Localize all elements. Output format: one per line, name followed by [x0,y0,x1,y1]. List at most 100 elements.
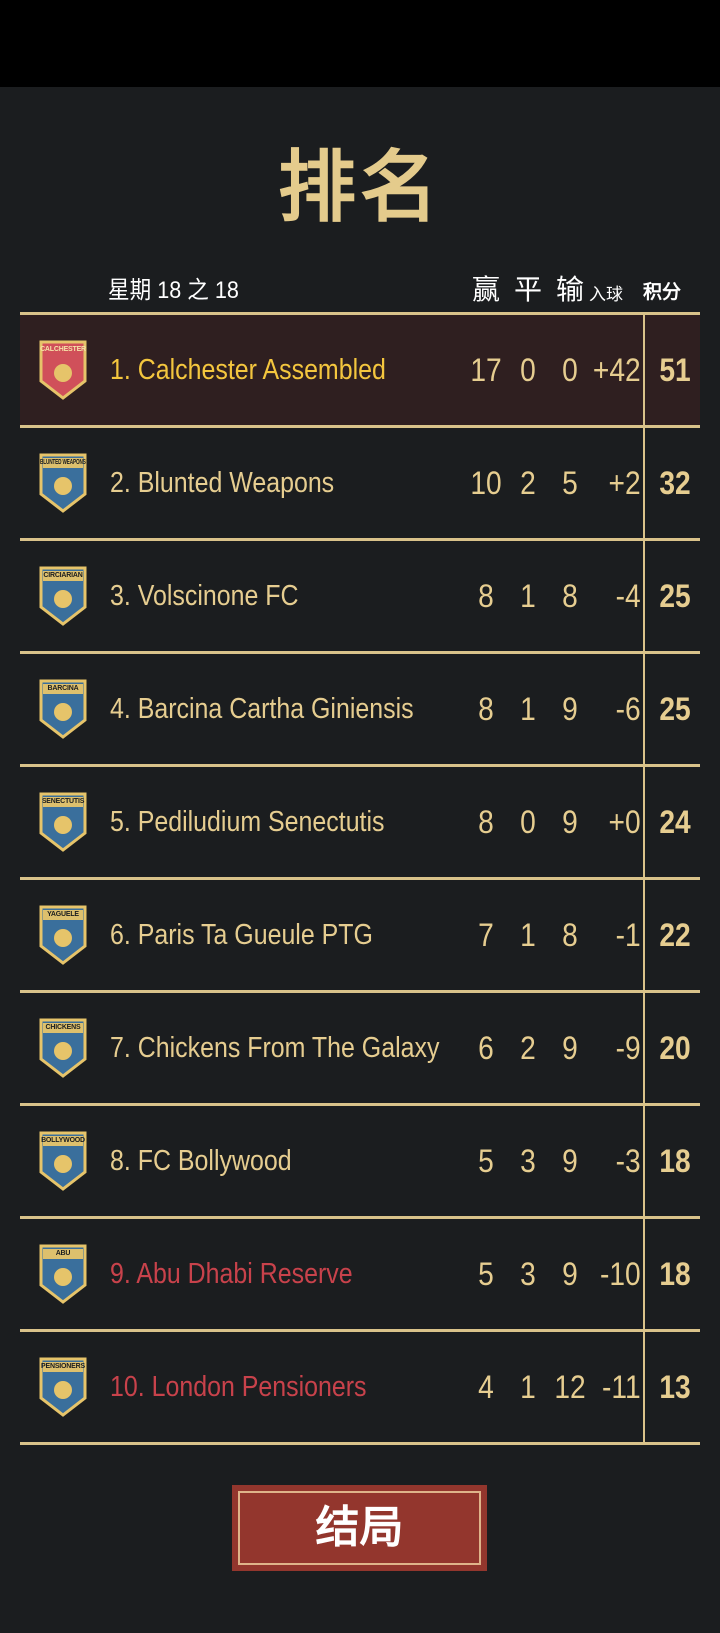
badge-lettering: YAGUELE [47,911,79,918]
badge-lettering: CALCHESTER [40,346,86,353]
badge-lettering: ABU [55,1250,71,1257]
column-divider [643,654,645,764]
won-value: 17 [470,352,502,388]
team-name: 9. Abu Dhabi Reserve [110,1258,353,1290]
drawn-value: 1 [520,578,536,614]
lost-value: 9 [562,691,578,727]
points-value: 18 [659,1143,691,1179]
column-divider [643,767,645,877]
goal-diff-value: -11 [602,1369,641,1405]
table-row[interactable]: CIRCIARIAN 3. Volscinone FC 8 1 8 -4 25 [20,538,700,651]
table-row[interactable]: ABU 9. Abu Dhabi Reserve 5 3 9 -10 18 [20,1216,700,1329]
drawn-value: 3 [520,1256,536,1292]
team-name: 4. Barcina Cartha Giniensis [110,693,414,725]
week-label: 星期 18 之 18 [108,277,239,304]
drawn-value: 0 [520,804,536,840]
team-badge-icon [39,1018,87,1078]
won-value: 6 [478,1030,494,1066]
team-badge-icon [39,905,87,965]
header-points: 积分 [642,282,681,303]
table-row[interactable]: CALCHESTER 1. Calchester Assembled 17 0 … [20,312,700,425]
team-name: 2. Blunted Weapons [110,467,335,499]
won-value: 5 [478,1256,494,1292]
lost-value: 9 [562,1030,578,1066]
points-value: 32 [659,465,691,501]
header-goal-diff: 入球 [589,285,623,304]
column-divider [643,1106,645,1216]
badge-lettering: SENECTUTIS [41,798,85,805]
button-frame [238,1491,481,1565]
column-divider [643,1219,645,1329]
finish-button-label: 结局 [315,1503,404,1552]
drawn-value: 2 [520,1030,536,1066]
team-badge-icon [39,340,87,400]
badge-lettering: BLUNTED WEAPONS [40,459,86,466]
table-row[interactable]: BARCINA 4. Barcina Cartha Giniensis 8 1 … [20,651,700,764]
points-value: 18 [659,1256,691,1292]
lost-value: 8 [562,578,578,614]
points-value: 25 [659,578,691,614]
lost-value: 9 [562,1143,578,1179]
points-value: 22 [659,917,691,953]
drawn-value: 1 [520,691,536,727]
team-name: 10. London Pensioners [110,1371,367,1403]
team-badge-icon [39,1131,87,1191]
badge-lettering: CIRCIARIAN [43,572,83,579]
drawn-value: 1 [520,1369,536,1405]
column-divider [643,428,645,538]
finish-button[interactable]: 结局 [229,1482,490,1574]
lost-value: 0 [562,352,578,388]
won-value: 4 [478,1369,494,1405]
badge-lettering: PENSIONERS [41,1363,85,1370]
drawn-value: 0 [520,352,536,388]
points-value: 13 [659,1369,691,1405]
team-badge-icon [39,792,87,852]
page-title: 排名 [277,143,442,231]
points-value: 25 [659,691,691,727]
lost-value: 5 [562,465,578,501]
table-row[interactable]: YAGUELE 6. Paris Ta Gueule PTG 7 1 8 -1 … [20,877,700,990]
team-badge-icon [39,1357,87,1417]
table-row[interactable]: BLUNTED WEAPONS 2. Blunted Weapons 10 2 … [20,425,700,538]
column-divider [643,880,645,990]
column-divider [643,1332,645,1442]
goal-diff-value: -6 [615,691,641,727]
lost-value: 9 [562,1256,578,1292]
header-lost: 输 [555,274,584,305]
goal-diff-value: -3 [615,1143,641,1179]
badge-lettering: BOLLYWOOD [41,1137,85,1144]
goal-diff-value: +0 [608,804,641,840]
table-row[interactable]: BOLLYWOOD 8. FC Bollywood 5 3 9 -3 18 [20,1103,700,1216]
team-name: 1. Calchester Assembled [110,354,386,386]
badge-lettering: CHICKENS [45,1024,81,1031]
table-row[interactable]: CHICKENS 7. Chickens From The Galaxy 6 2… [20,990,700,1103]
won-value: 5 [478,1143,494,1179]
status-bar [0,0,720,87]
won-value: 10 [470,465,502,501]
column-divider [643,315,645,425]
column-divider [643,541,645,651]
goal-diff-value: +2 [608,465,641,501]
team-name: 8. FC Bollywood [110,1145,292,1177]
goal-diff-value: -4 [615,578,641,614]
team-name: 5. Pediludium Senectutis [110,806,385,838]
points-value: 20 [659,1030,691,1066]
team-badge-icon [39,679,87,739]
won-value: 8 [478,691,494,727]
standings-table: CALCHESTER 1. Calchester Assembled 17 0 … [20,312,700,1445]
team-name: 6. Paris Ta Gueule PTG [110,919,373,951]
goal-diff-value: +42 [592,352,641,388]
badge-lettering: BARCINA [47,685,79,692]
header-won: 赢 [471,274,500,305]
table-row[interactable]: PENSIONERS 10. London Pensioners 4 1 12 … [20,1329,700,1445]
drawn-value: 1 [520,917,536,953]
table-row[interactable]: SENECTUTIS 5. Pediludium Senectutis 8 0 … [20,764,700,877]
header-drawn: 平 [513,274,542,305]
team-badge-icon [39,453,87,513]
won-value: 8 [478,578,494,614]
lost-value: 12 [554,1369,586,1405]
team-name: 7. Chickens From The Galaxy [110,1032,440,1064]
team-badge-icon [39,1244,87,1304]
goal-diff-value: -1 [615,917,641,953]
points-value: 51 [659,352,691,388]
